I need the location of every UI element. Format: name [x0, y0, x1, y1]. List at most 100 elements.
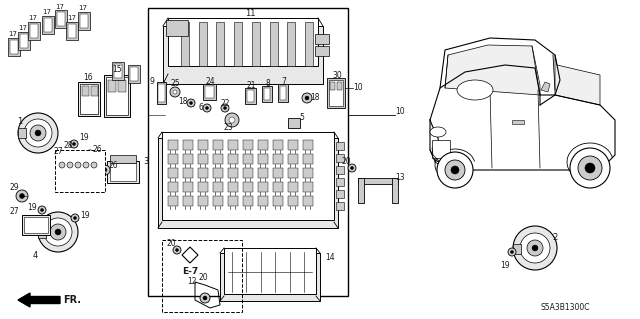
Bar	[106, 77, 128, 115]
Bar	[183, 154, 193, 164]
Text: 5: 5	[300, 114, 305, 122]
Circle shape	[24, 119, 52, 147]
Bar	[273, 182, 283, 192]
Bar	[303, 182, 313, 192]
Bar	[252, 22, 260, 66]
Bar	[243, 182, 253, 192]
Circle shape	[70, 140, 78, 148]
Ellipse shape	[430, 127, 446, 137]
Text: 2: 2	[552, 234, 557, 242]
FancyArrow shape	[18, 293, 60, 307]
Bar	[288, 196, 298, 206]
Bar	[330, 82, 335, 90]
Circle shape	[38, 206, 46, 214]
Text: 17: 17	[19, 25, 28, 31]
Circle shape	[223, 107, 227, 109]
Bar	[329, 80, 343, 106]
Bar	[288, 154, 298, 164]
Bar	[243, 154, 253, 164]
Bar	[198, 196, 208, 206]
Circle shape	[511, 250, 513, 254]
Circle shape	[75, 162, 81, 168]
Bar	[224, 248, 316, 294]
Bar	[288, 182, 298, 192]
Bar	[10, 40, 18, 54]
Circle shape	[187, 99, 195, 107]
Ellipse shape	[457, 80, 493, 100]
Bar	[112, 62, 124, 80]
Bar	[168, 140, 178, 150]
Text: 14: 14	[325, 254, 335, 263]
Circle shape	[88, 153, 92, 157]
Bar	[183, 140, 193, 150]
Text: 28: 28	[63, 140, 73, 150]
Bar	[28, 22, 40, 40]
Polygon shape	[445, 45, 540, 95]
Bar	[220, 253, 320, 301]
Bar	[168, 18, 318, 66]
Bar	[55, 150, 105, 192]
Bar	[228, 168, 238, 178]
Circle shape	[38, 212, 78, 252]
Circle shape	[351, 167, 353, 169]
Circle shape	[55, 229, 61, 235]
Circle shape	[83, 162, 89, 168]
Text: 17: 17	[29, 15, 38, 21]
Bar	[110, 155, 136, 163]
Bar	[68, 24, 76, 38]
Bar	[213, 168, 223, 178]
Bar	[181, 22, 189, 66]
Circle shape	[19, 194, 24, 198]
Bar	[247, 90, 254, 102]
Bar	[273, 196, 283, 206]
Bar	[110, 163, 136, 181]
Text: 19: 19	[27, 203, 37, 211]
Bar	[148, 8, 348, 296]
Bar	[205, 86, 214, 98]
Bar	[183, 196, 193, 206]
Bar	[213, 196, 223, 206]
Circle shape	[67, 162, 73, 168]
Bar	[118, 80, 126, 92]
Text: 22: 22	[220, 99, 230, 108]
Circle shape	[18, 113, 58, 153]
Circle shape	[527, 240, 543, 256]
Bar	[245, 88, 256, 104]
Polygon shape	[555, 55, 600, 105]
Circle shape	[173, 90, 177, 94]
Bar	[243, 196, 253, 206]
Bar	[264, 88, 270, 100]
Circle shape	[203, 296, 207, 300]
Text: 7: 7	[282, 77, 287, 85]
Bar	[163, 26, 323, 84]
Circle shape	[203, 104, 211, 112]
Circle shape	[570, 148, 610, 188]
Bar	[168, 168, 178, 178]
Circle shape	[35, 130, 41, 136]
Circle shape	[302, 93, 312, 103]
Bar	[287, 22, 295, 66]
Bar	[234, 22, 242, 66]
Text: 20: 20	[198, 273, 208, 283]
Bar	[273, 154, 283, 164]
Text: 18: 18	[179, 98, 188, 107]
Bar	[336, 190, 344, 198]
Bar	[336, 154, 344, 162]
Bar	[44, 18, 52, 32]
Text: S5A3B1300C: S5A3B1300C	[540, 303, 589, 313]
Bar	[243, 140, 253, 150]
Bar	[305, 22, 313, 66]
Bar	[228, 154, 238, 164]
Bar	[104, 75, 130, 117]
Circle shape	[71, 214, 79, 222]
Bar	[168, 196, 178, 206]
Bar	[258, 154, 268, 164]
Text: 6: 6	[198, 102, 204, 112]
Bar	[258, 140, 268, 150]
Bar	[183, 168, 193, 178]
Text: 17: 17	[67, 15, 77, 21]
Bar	[78, 12, 90, 30]
Circle shape	[85, 150, 95, 160]
Text: 19: 19	[80, 211, 90, 219]
Text: 20: 20	[341, 158, 351, 167]
